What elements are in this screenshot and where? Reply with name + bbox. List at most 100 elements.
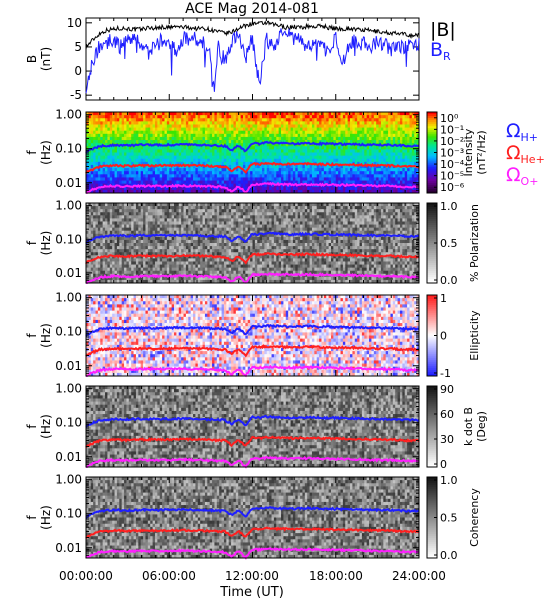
heatmap-cell	[195, 115, 199, 119]
heatmap-cell	[171, 177, 175, 181]
heatmap-cell	[409, 133, 413, 138]
heatmap-cell	[157, 140, 161, 144]
heatmap-cell	[266, 168, 270, 172]
heatmap-cell	[295, 155, 299, 160]
heatmap-cell	[281, 112, 284, 116]
heatmap-cell	[183, 130, 187, 135]
heatmap-cell	[352, 174, 356, 178]
heatmap-cell	[247, 155, 251, 160]
heatmap-cell	[171, 215, 175, 219]
heatmap-cell	[86, 233, 89, 238]
heatmap-cell	[154, 252, 158, 256]
heatmap-cell	[221, 140, 225, 144]
heatmap-cell	[150, 171, 153, 175]
heatmap-cell	[390, 121, 394, 125]
heatmap-cell	[181, 206, 184, 210]
heatmap-cell	[240, 136, 244, 141]
heatmap-cell	[376, 121, 379, 125]
heatmap-cell	[162, 224, 165, 229]
heatmap-cell	[169, 140, 173, 144]
heatmap-cell	[121, 115, 125, 119]
heatmap-cell	[395, 124, 398, 128]
heatmap-cell	[185, 224, 189, 229]
heatmap-cell	[316, 136, 320, 141]
heatmap-cell	[359, 158, 363, 163]
heatmap-cell	[240, 112, 244, 116]
heatmap-cell	[404, 189, 408, 194]
heatmap-cell	[138, 261, 142, 265]
heatmap-cell	[116, 203, 120, 207]
heatmap-cell	[340, 177, 344, 181]
heatmap-cell	[221, 161, 225, 166]
heatmap-cell	[138, 127, 142, 132]
heatmap-cell	[214, 124, 218, 128]
heatmap-cell	[164, 276, 168, 281]
heatmap-cell	[114, 149, 118, 153]
heatmap-cell	[171, 206, 175, 210]
heatmap-cell	[105, 161, 108, 166]
heatmap-cell	[333, 155, 337, 160]
heatmap-cell	[185, 239, 189, 244]
heatmap-cell	[297, 133, 301, 138]
heatmap-cell	[159, 118, 163, 122]
heatmap-cell	[171, 174, 175, 178]
heatmap-cell	[271, 115, 275, 119]
heatmap-cell	[131, 276, 134, 281]
heatmap-cell	[359, 189, 363, 194]
heatmap-cell	[252, 180, 256, 185]
heatmap-cell	[347, 177, 351, 181]
heatmap-cell	[242, 127, 246, 132]
heatmap-cell	[247, 177, 251, 181]
heatmap-cell	[166, 203, 170, 207]
heatmap-cell	[105, 273, 108, 278]
heatmap-cell	[254, 121, 258, 125]
heatmap-cell	[164, 112, 168, 116]
heatmap-cell	[147, 115, 151, 119]
heatmap-cell	[183, 171, 187, 175]
heatmap-cell	[128, 279, 132, 284]
heatmap-cell	[185, 112, 189, 116]
heatmap-cell	[114, 215, 118, 219]
heatmap-cell	[181, 130, 184, 135]
heatmap-cell	[309, 124, 313, 128]
heatmap-cell	[323, 130, 327, 135]
heatmap-cell	[202, 186, 206, 191]
heatmap-cell	[181, 112, 184, 116]
heatmap-cell	[102, 121, 106, 125]
heatmap-cell	[121, 121, 125, 125]
colorbar-segment	[427, 166, 437, 170]
heatmap-cell	[185, 189, 189, 194]
heatmap-cell	[133, 267, 137, 272]
heatmap-cell	[338, 140, 341, 144]
heatmap-cell	[221, 115, 225, 119]
heatmap-cell	[105, 158, 108, 163]
heatmap-cell	[264, 149, 268, 153]
heatmap-cell	[302, 171, 306, 175]
heatmap-cell	[204, 161, 208, 166]
heatmap-cell	[121, 218, 125, 222]
heatmap-cell	[119, 115, 123, 119]
heatmap-cell	[138, 264, 142, 269]
heatmap-cell	[135, 180, 139, 185]
heatmap-cell	[181, 239, 184, 244]
heatmap-cell	[204, 168, 208, 172]
heatmap-cell	[188, 149, 192, 153]
colorbar-segment	[427, 116, 437, 119]
heatmap-cell	[240, 140, 244, 144]
colorbar-tick-label: 10⁻³	[440, 147, 464, 160]
heatmap-cell	[238, 168, 242, 172]
heatmap-cell	[309, 171, 313, 175]
heatmap-cell	[193, 121, 196, 125]
heatmap-cell	[340, 149, 344, 153]
heatmap-cell	[281, 164, 284, 169]
heatmap-cell	[154, 261, 158, 265]
heatmap-cell	[373, 115, 377, 119]
heatmap-cell	[223, 174, 227, 178]
heatmap-cell	[157, 121, 161, 125]
heatmap-cell	[143, 155, 146, 160]
heatmap-cell	[131, 183, 134, 188]
heatmap-cell	[181, 258, 184, 262]
heatmap-cell	[152, 146, 156, 150]
heatmap-cell	[269, 186, 272, 191]
heatmap-cell	[188, 127, 192, 132]
